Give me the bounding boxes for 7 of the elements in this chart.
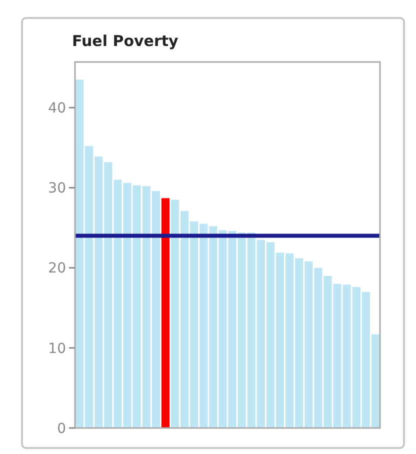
bar [161, 198, 170, 428]
y-tick-label: 20 [48, 260, 66, 277]
y-tick-label: 40 [48, 100, 66, 117]
y-tick-label: 30 [48, 180, 66, 197]
y-tick-label: 0 [57, 420, 66, 437]
y-tick-label: 10 [48, 340, 66, 357]
chart-title: Fuel Poverty [72, 32, 179, 50]
